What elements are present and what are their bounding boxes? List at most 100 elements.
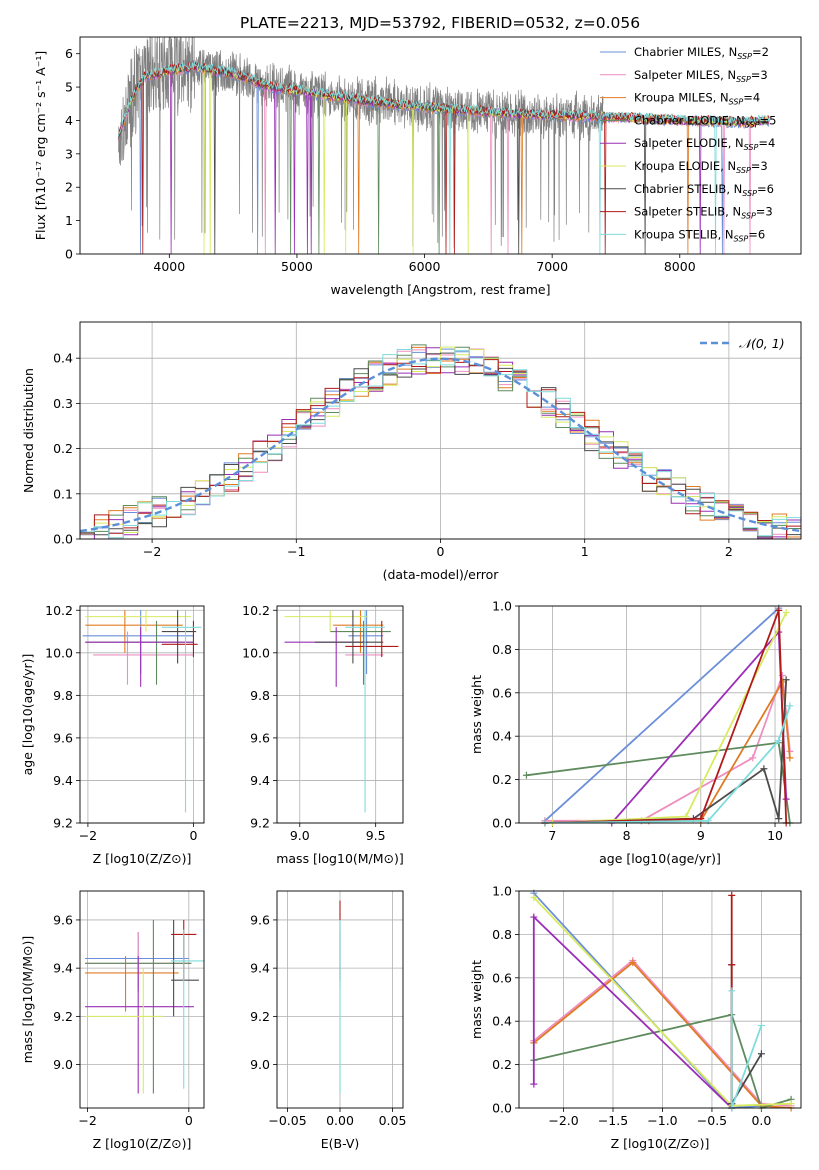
legend-label-salpeter-elodie: Salpeter ELODIE, NSSP=4 [634,136,775,152]
y-axis-label: mass weight [469,675,484,754]
weight-marker [530,1080,538,1088]
weight-line-chabrier-miles [544,607,780,822]
legend-label-salpeter-stelib: Salpeter STELIB, NSSP=3 [634,205,773,221]
point-salpeter-elodie [85,627,194,687]
x-tick-label: −0.05 [268,1113,306,1128]
normal-curve [79,357,802,533]
x-axis-label: E(B-V) [321,1136,360,1151]
mass-vs-metallicity-panel: −2 0 9.0 9.2 9.4 9.6 Z [log10(Z/Z⊙)] mass [log1… [20,890,205,1151]
spectrum-panel: 4000 5000 6000 7000 8000 0 1 2 3 4 5 6 wavelength [A… [33,36,802,297]
point-chabrier-stelib [161,610,197,664]
residuals-panel: −2 −1 0 1 2 0.0 0.1 0.2 0.3 0.4 (data-model)/error… [21,321,802,582]
x-tick-label: 8 [623,828,631,843]
y-axis-label: Flux [fλ10⁻¹⁷ erg cm⁻² s⁻¹ A⁻¹] [33,51,48,240]
weight-marker [728,961,736,969]
y-tick-label: 0.0 [492,816,512,831]
x-axis-label: mass [log10(M/M⊙)] [276,851,404,866]
point-kroupa-elodie [85,968,164,1094]
y-tick-label: 10.2 [45,603,73,618]
y-tick-label: 9.2 [53,816,73,831]
x-tick-label: −1.0 [647,1113,677,1128]
point-salpeter-stelib [161,620,198,658]
x-tick-label: 5000 [281,259,313,274]
legend-label-chabrier-miles: Chabrier MILES, NSSP=2 [634,45,769,61]
weight-marker [775,815,783,823]
weight-marker [782,609,790,617]
y-tick-label: 9.8 [53,688,73,703]
point-chabrier-stelib [171,919,199,1017]
point-chabrier-elodie [330,620,391,685]
weight-marker [530,894,538,902]
x-axis-label: Z [log10(Z/Z⊙)] [93,1136,192,1151]
y-axis-label: mass [log10(M/M⊙)] [20,936,35,1064]
weight-marker [757,1022,765,1030]
point-kroupa-miles [85,610,183,653]
y-tick-label: 0.2 [492,772,512,787]
weight-vs-metallicity-panel: −2.0 −1.5 −1.0 −0.5 0.0 0.0 0.2 0.4 0.6 0.8 1.0 Z [… [469,884,802,1151]
legend-label-kroupa-stelib: Kroupa STELIB, NSSP=6 [634,227,765,243]
legend-label-kroupa-elodie: Kroupa ELODIE, NSSP=3 [634,159,768,175]
y-axis-label: mass weight [469,960,484,1039]
weight-marker [782,676,790,684]
y-tick-label: 9.8 [250,688,270,703]
weight-line-kroupa-miles [533,961,792,1108]
x-tick-label: 7 [548,828,556,843]
y-tick-label: 0.0 [492,1101,512,1116]
y-tick-label: 9.4 [53,773,73,788]
y-tick-label: 10.0 [242,645,270,660]
y-tick-label: 0.2 [492,1057,512,1072]
y-tick-label: 1.0 [492,599,512,614]
weight-line-salpeter-stelib [544,609,788,823]
point-salpeter-miles [93,631,194,685]
weight-line-kroupa-stelib [544,705,791,823]
plot-frame [79,890,205,1109]
weight-marker [775,606,783,614]
y-tick-label: 9.6 [53,912,73,927]
point-salpeter-elodie [85,956,194,1094]
plot-frame [79,321,802,540]
weight-marker [522,771,530,779]
legend-label-salpeter-miles: Salpeter MILES, NSSP=3 [634,68,768,84]
x-tick-label: 0 [189,828,197,843]
x-tick-label: 2 [725,544,733,559]
point-salpeter-miles [345,631,384,685]
y-tick-label: 6 [65,46,73,61]
y-tick-label: 1.0 [492,884,512,899]
x-tick-label: 7000 [536,259,568,274]
y-tick-label: 10.2 [242,603,270,618]
x-axis-label: age [log10(age/yr)] [599,851,721,866]
weight-line-chabrier-stelib [730,964,763,1107]
weight-marker [629,959,637,967]
figure-title: PLATE=2213, MJD=53792, FIBERID=0532, z=0… [240,14,640,32]
y-tick-label: 5 [65,80,73,95]
x-tick-label: 4000 [153,259,185,274]
y-tick-label: 9.0 [250,1057,270,1072]
x-tick-label: 8000 [664,259,696,274]
y-tick-label: 9.6 [250,730,270,745]
y-tick-label: 0.6 [492,970,512,985]
plot-frame [276,605,404,824]
x-tick-label: −2 [143,544,161,559]
y-tick-label: 9.4 [250,773,270,788]
observed-spectrum-line [117,37,604,249]
age-vs-metallicity-panel: −2 0 9.2 9.4 9.6 9.8 10.0 10.2 Z [log10(Z/Z⊙)] ag… [20,603,205,866]
x-tick-label: −2 [78,1113,96,1128]
weight-line-kroupa-miles [544,679,791,823]
y-tick-label: 0.0 [53,532,73,547]
point-kroupa-stelib [345,610,385,813]
plot-frame [518,890,802,1109]
y-tick-label: 0.4 [492,1014,512,1029]
point-chabrier-stelib [314,610,384,664]
plot-frame [518,605,802,824]
y-tick-label: 0.6 [492,685,512,700]
mass-vs-ebv-panel: −0.05 0.00 0.05 9.0 9.2 9.4 9.6 E(B-V) [250,890,406,1151]
x-tick-label: 0 [185,1113,193,1128]
histogram-kroupa-stelib [80,349,801,539]
y-tick-label: 9.6 [250,912,270,927]
y-tick-label: 0.4 [53,351,73,366]
weight-line-salpeter-miles [545,675,791,822]
x-tick-label: −1.5 [598,1113,628,1128]
y-tick-label: 10.0 [45,645,73,660]
histogram-salpeter-stelib [80,358,801,539]
